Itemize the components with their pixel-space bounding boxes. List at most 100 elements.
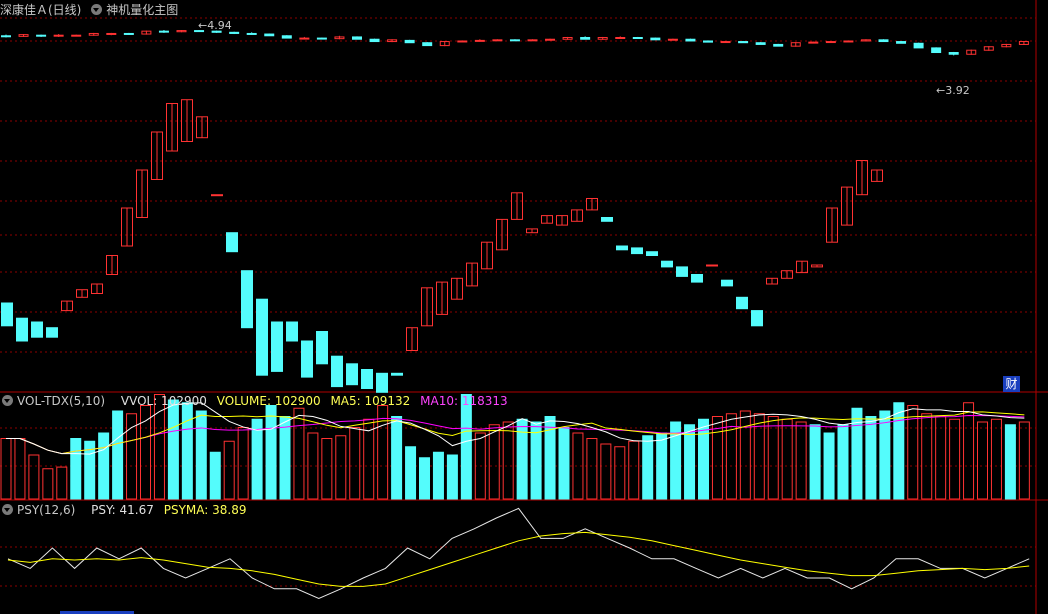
volume-bar xyxy=(0,438,12,500)
finance-button[interactable]: 财 xyxy=(1003,376,1020,392)
indicator-candle xyxy=(661,260,673,268)
price-candle xyxy=(106,32,117,35)
indicator-candle xyxy=(136,169,148,218)
indicator-candle xyxy=(706,264,718,267)
volume-bar xyxy=(642,435,654,500)
price-candle xyxy=(457,40,468,43)
volume-bar xyxy=(1004,424,1016,500)
indicator-candle xyxy=(256,298,268,376)
indicator-candle xyxy=(826,207,838,243)
volume-bar xyxy=(181,402,193,500)
price-candle xyxy=(281,35,292,39)
indicator-candle xyxy=(496,218,508,251)
price-candle xyxy=(878,39,889,43)
volume-bar xyxy=(251,418,263,500)
volume-bar xyxy=(42,468,54,500)
price-candle xyxy=(738,41,749,44)
indicator-candle xyxy=(46,327,58,338)
indicator-candle xyxy=(691,274,703,283)
price-panel-header: 深康佳Ａ(日线) 神机量化主图 xyxy=(0,2,190,18)
vvol-label: VVOL: 102900 xyxy=(120,394,207,408)
price-candle xyxy=(369,38,380,43)
volume-bar xyxy=(1018,421,1030,500)
psyma-label: PSYMA: 38.89 xyxy=(163,503,247,517)
indicator-title: 神机量化主图 xyxy=(106,3,179,17)
price-candle xyxy=(527,39,538,42)
indicator-candle xyxy=(226,232,238,253)
price-candle xyxy=(404,39,415,44)
volume-bar xyxy=(600,443,612,500)
chevron-down-icon xyxy=(2,504,13,515)
ma5-label: MA5: 109132 xyxy=(330,394,411,408)
indicator-candle xyxy=(466,262,478,287)
indicator-candle xyxy=(301,340,313,378)
price-candle xyxy=(931,47,942,54)
indicator-candle xyxy=(631,247,643,255)
price-candle xyxy=(211,30,222,33)
indicator-candle xyxy=(451,277,463,300)
price-candle xyxy=(948,52,959,55)
indicator-candle xyxy=(841,186,853,226)
price-candle xyxy=(176,30,187,33)
indicator-candle xyxy=(856,160,868,196)
stock-title: 深康佳Ａ(日线) xyxy=(0,3,82,17)
volume-bar xyxy=(28,454,40,500)
indicator-candle xyxy=(61,300,73,312)
price-candle xyxy=(545,38,556,41)
price-candle xyxy=(387,39,398,43)
price-candle xyxy=(334,36,345,40)
price-candle xyxy=(773,43,784,47)
indicator-candle xyxy=(376,372,388,393)
volume-bar xyxy=(823,432,835,500)
price-candle xyxy=(825,41,836,44)
volume-bar xyxy=(544,416,556,500)
volume-bar xyxy=(14,438,26,500)
indicator-candle xyxy=(721,279,733,287)
indicator-candle xyxy=(421,287,433,327)
volume-bar xyxy=(809,424,821,500)
volume-bar xyxy=(725,413,737,500)
volume-bar xyxy=(879,410,891,500)
volume-bar xyxy=(167,399,179,500)
price-candle xyxy=(18,34,29,37)
psyma-line xyxy=(7,531,1030,587)
volume-bar xyxy=(195,410,207,500)
psy-indicator-dropdown[interactable]: PSY(12,6) xyxy=(2,503,81,517)
volume-bar xyxy=(293,407,305,500)
volume-bar xyxy=(474,432,486,500)
volume-bar xyxy=(516,418,528,500)
price-candle xyxy=(667,38,678,41)
volume-bar xyxy=(921,413,933,500)
indicator-candle xyxy=(31,321,43,338)
price-candle xyxy=(843,40,854,43)
price-candle xyxy=(492,39,503,42)
volume-bar xyxy=(363,418,375,500)
volume-bar xyxy=(279,416,291,500)
volume-bar xyxy=(614,446,626,500)
volume-label: VOLUME: 102900 xyxy=(216,394,321,408)
volume-indicator-dropdown[interactable]: VOL-TDX(5,10) xyxy=(2,394,111,408)
volume-bar xyxy=(209,451,221,500)
volume-bar xyxy=(698,418,709,500)
volume-ma10-line xyxy=(6,415,1025,455)
price-candle xyxy=(71,34,82,37)
indicator-candle xyxy=(766,277,778,285)
volume-bar xyxy=(153,394,165,500)
psy-panel-header: PSY(12,6) PSY: 41.67 PSYMA: 38.89 xyxy=(2,502,252,518)
price-candle xyxy=(860,39,871,42)
volume-bar xyxy=(377,405,389,500)
volume-bar xyxy=(949,418,961,500)
indicator-candle xyxy=(151,131,163,180)
indicator-candle xyxy=(676,266,688,277)
volume-bar xyxy=(460,394,472,500)
volume-bar xyxy=(558,427,570,500)
volume-bar xyxy=(140,405,151,500)
indicator-candle xyxy=(511,192,523,220)
indicator-dropdown[interactable]: 神机量化主图 xyxy=(91,3,184,17)
volume-bar xyxy=(391,416,403,500)
indicator-candle xyxy=(586,198,598,211)
price-candle xyxy=(913,42,924,49)
price-candle xyxy=(966,49,977,55)
price-candle xyxy=(509,39,520,42)
